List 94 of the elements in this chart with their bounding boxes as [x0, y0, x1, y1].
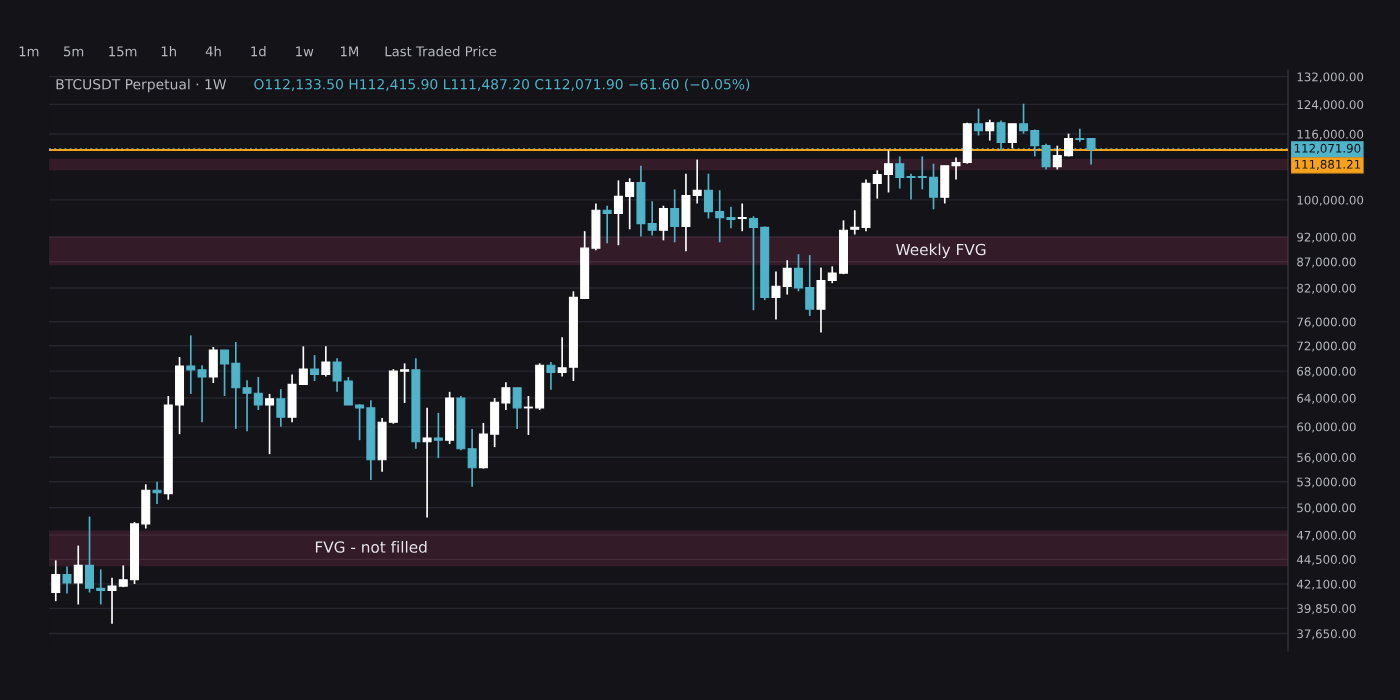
- candlestick: [557, 336, 567, 378]
- candlestick: [613, 179, 623, 247]
- candlestick: [884, 149, 893, 194]
- candlestick: [62, 565, 72, 595]
- text: 4h: [205, 46, 221, 57]
- y-tick-label: 100,000.00: [1297, 195, 1364, 206]
- y-tick-label: 116,000.00: [1297, 129, 1364, 140]
- candlestick: [917, 155, 927, 191]
- candlestick: [276, 388, 286, 428]
- y-tick-label: 64,000.00: [1297, 393, 1356, 404]
- ref-line-label: 112,071.90: [1294, 143, 1361, 154]
- candlestick: [197, 364, 207, 424]
- candlestick: [782, 259, 792, 296]
- text: 1h: [161, 46, 176, 57]
- y-tick-label: 44,500.00: [1296, 555, 1356, 566]
- candlestick: [850, 209, 860, 236]
- candlestick: [186, 334, 196, 395]
- y-tick-label: 50,000.00: [1297, 503, 1356, 514]
- candlestick: [355, 403, 365, 442]
- candlestick: [422, 407, 432, 519]
- candlestick: [647, 200, 657, 237]
- candlestick: [793, 253, 803, 293]
- y-tick-label: 53,000.00: [1297, 477, 1356, 488]
- y-tick-label: 60,000.00: [1297, 422, 1356, 433]
- candlestick: [602, 204, 612, 245]
- y-tick-label: 82,000.00: [1297, 283, 1356, 294]
- candlestick: [1019, 102, 1029, 135]
- candlestick: [433, 412, 443, 459]
- candlestick: [400, 362, 410, 404]
- candlestick: [51, 559, 61, 603]
- y-tick-label: 39,850.00: [1297, 604, 1356, 615]
- candlestick: [1075, 127, 1085, 143]
- y-tick-label: 92,000.00: [1297, 232, 1356, 243]
- candlestick: [748, 215, 758, 312]
- text: 1m: [19, 46, 39, 57]
- candlestick: [985, 118, 995, 142]
- candlestick: [523, 395, 533, 436]
- candlestick: [152, 480, 162, 505]
- y-tick-label: 72,000.00: [1297, 341, 1356, 352]
- candlestick: [703, 172, 713, 220]
- candlestick: [974, 107, 984, 137]
- candlestick: [692, 158, 702, 205]
- y-tick-label: 76,000.00: [1297, 317, 1356, 328]
- text: 1M: [340, 46, 358, 57]
- candlestick: [771, 270, 781, 321]
- band-label: FVG - not filled: [315, 540, 427, 553]
- y-tick-label: 56,000.00: [1297, 453, 1356, 464]
- candlestick: [220, 349, 230, 397]
- candlestick: [310, 354, 320, 382]
- candlestick: [951, 156, 961, 181]
- candlestick: [343, 376, 353, 406]
- candlestick: [332, 357, 342, 393]
- candlestick: [242, 379, 252, 432]
- candlestick: [546, 361, 556, 391]
- candlestick: [265, 393, 275, 455]
- candlestick: [298, 345, 308, 386]
- candlestick: [321, 345, 331, 378]
- candlestick: [1007, 122, 1017, 150]
- text: 5m: [64, 46, 84, 57]
- text: O112,133.50 H112,415.90 L111,487.20 C112,071.90 −61.60 (−0.05%): [254, 78, 750, 92]
- y-tick-label: 132,000.00: [1297, 72, 1364, 83]
- candlestick: [501, 381, 511, 411]
- candlestick: [929, 162, 939, 211]
- y-tick-label: 124,000.00: [1297, 100, 1364, 111]
- text: Last Traded Price: [385, 46, 497, 57]
- candlestick: [512, 386, 522, 430]
- candlestick: [715, 189, 725, 244]
- y-tick-label: 47,000.00: [1296, 530, 1356, 541]
- text: 1w: [296, 46, 314, 57]
- candlestick: [895, 155, 905, 190]
- candlestick: [906, 172, 916, 201]
- candlestick: [85, 515, 95, 594]
- y-tick-label: 37,650.00: [1297, 629, 1356, 640]
- candlestick: [805, 254, 815, 317]
- ref-line-label: 111,881.21: [1294, 159, 1361, 170]
- candlestick: [467, 428, 477, 488]
- candlestick: [1052, 144, 1062, 171]
- text: BTCUSDT Perpetual · 1W: [56, 78, 227, 93]
- candlestick: [670, 188, 680, 244]
- candlestick: [726, 205, 736, 230]
- candlestick: [872, 169, 882, 200]
- text: 15m: [109, 46, 137, 57]
- candlestick: [625, 177, 635, 231]
- candlestick: [96, 568, 106, 606]
- band-label: Weekly FVG: [896, 243, 986, 259]
- text: 1d: [251, 46, 266, 57]
- y-tick-label: 68,000.00: [1297, 366, 1356, 377]
- candlestick: [107, 576, 117, 625]
- y-tick-label: 87,000.00: [1297, 257, 1356, 268]
- candlestick: [73, 544, 83, 606]
- candlestick: [658, 204, 668, 242]
- y-tick-label: 42,100.00: [1296, 579, 1356, 590]
- candlestick: [253, 376, 263, 411]
- candlestick: [737, 202, 747, 233]
